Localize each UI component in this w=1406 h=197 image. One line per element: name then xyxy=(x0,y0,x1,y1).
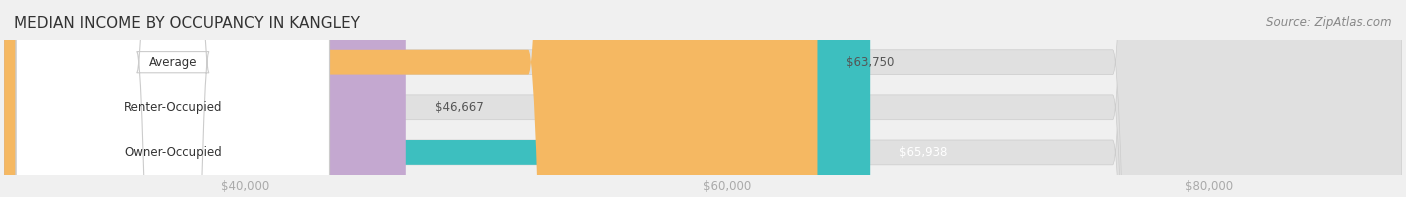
Text: Source: ZipAtlas.com: Source: ZipAtlas.com xyxy=(1267,16,1392,29)
FancyBboxPatch shape xyxy=(4,0,1402,197)
Text: MEDIAN INCOME BY OCCUPANCY IN KANGLEY: MEDIAN INCOME BY OCCUPANCY IN KANGLEY xyxy=(14,16,360,31)
Text: Average: Average xyxy=(149,56,197,69)
FancyBboxPatch shape xyxy=(4,0,1402,197)
Text: $63,750: $63,750 xyxy=(846,56,894,69)
Text: Renter-Occupied: Renter-Occupied xyxy=(124,101,222,114)
FancyBboxPatch shape xyxy=(17,0,329,197)
Text: $65,938: $65,938 xyxy=(898,146,948,159)
FancyBboxPatch shape xyxy=(4,0,1402,197)
FancyBboxPatch shape xyxy=(17,0,329,197)
Text: $46,667: $46,667 xyxy=(434,101,484,114)
FancyBboxPatch shape xyxy=(4,0,870,197)
FancyBboxPatch shape xyxy=(17,0,329,197)
FancyBboxPatch shape xyxy=(4,0,406,197)
FancyBboxPatch shape xyxy=(4,0,817,197)
Text: Owner-Occupied: Owner-Occupied xyxy=(124,146,222,159)
